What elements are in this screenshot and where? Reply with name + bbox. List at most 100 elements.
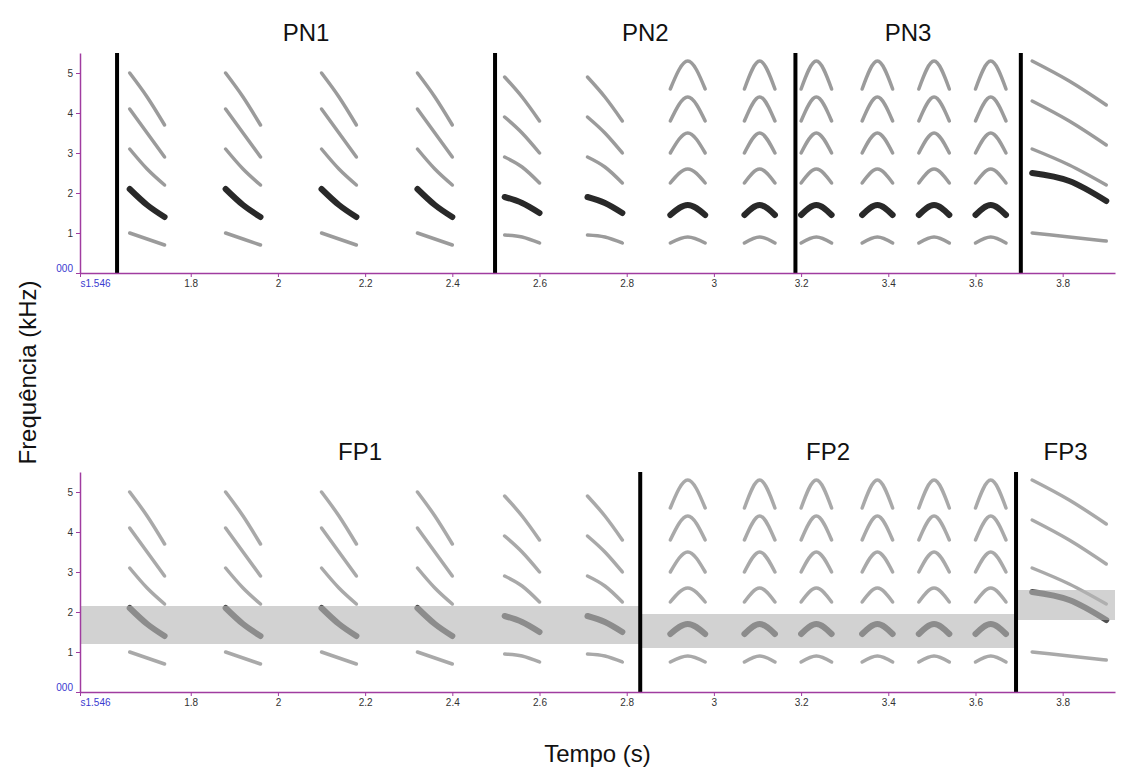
x-tick-label: 1.8 [184,278,198,289]
x-tick: 2.8 [620,692,634,708]
harmonic-contour [919,656,950,662]
x-tick: 2.6 [533,692,547,708]
x-tick: 1.8 [184,273,198,289]
harmonic-contour [505,197,540,213]
harmonic-contour [130,492,165,544]
harmonic-contour [670,133,705,153]
frequency-band [1016,590,1115,620]
x-tick-label: 2.6 [533,697,547,708]
harmonic-contour [505,536,540,572]
x-tick: 2.4 [446,692,460,708]
y-tick: 000 [56,682,80,693]
harmonic-contour [587,77,622,121]
x-tick-label: s1.546 [81,697,111,708]
segment-label: FP2 [806,438,850,465]
harmonic-contour [587,235,622,243]
harmonic-contour [744,588,775,602]
x-tick-mark [627,692,628,696]
harmonic-contour [975,237,1006,243]
harmonic-contour [130,568,165,604]
harmonic-contour [919,133,950,153]
x-tick-mark [191,273,192,277]
x-tick-mark [191,692,192,696]
x-tick: 3 [712,692,718,708]
harmonic-contour [505,117,540,153]
harmonic-contour [417,149,452,185]
harmonic-contour [322,149,357,185]
y-tick: 1 [67,647,80,658]
x-tick: 3.8 [1056,273,1070,289]
y-tick-label: 1 [67,228,73,239]
harmonic-contour [744,205,775,215]
x-tick-mark [801,692,802,696]
harmonic-contour [1032,149,1106,185]
harmonic-contour [670,480,705,508]
harmonic-contour [1032,101,1106,145]
x-tick-mark [365,273,366,277]
x-tick-label: 1.8 [184,697,198,708]
harmonic-contour [975,61,1006,89]
boundary-line [493,53,497,273]
harmonic-contour [919,97,950,121]
harmonic-contour [670,237,705,243]
harmonic-contour [862,656,893,662]
y-tick-label: 4 [67,108,73,119]
harmonic-contour [919,205,950,215]
harmonic-contour [744,97,775,121]
harmonic-contour [801,133,832,153]
harmonic-contour [226,568,261,604]
harmonic-contour [1032,652,1106,660]
harmonic-contour [975,588,1006,602]
y-tick-label: 000 [56,682,73,693]
y-tick-label: 4 [67,527,73,538]
harmonic-contour [670,656,705,662]
x-tick-label: 3.2 [795,697,809,708]
figure: s1.546 1.8 2 2.2 2.4 2.6 2.8 3 3.2 3.4 3.6 3.8 000 1 2… [0,0,1126,778]
harmonic-contour [670,169,705,183]
panel: s1.5461.822.22.42.62.833.23.43.63.800012… [56,438,1115,708]
harmonic-contour [801,588,832,602]
x-tick-mark [975,692,976,696]
plot-area [117,53,1106,273]
x-tick-mark [80,692,81,696]
x-tick-mark [888,273,889,277]
x-tick-mark [278,273,279,277]
x-tick-label: 3.6 [969,278,983,289]
x-tick: 3.4 [882,692,896,708]
x-tick-mark [278,692,279,696]
x-tick-label: 2 [276,278,282,289]
x-tick: 3.2 [795,273,809,289]
harmonic-contour [919,480,950,508]
y-tick-label: 3 [67,148,73,159]
y-tick: 3 [67,148,80,159]
harmonic-contour [801,516,832,540]
x-tick-mark [80,273,81,277]
boundary-line [638,472,642,692]
y-tick: 4 [67,527,80,538]
harmonic-contour [417,233,452,245]
y-tick-mark [76,113,80,114]
y-tick-mark [76,532,80,533]
y-tick-mark [76,692,80,693]
x-tick-label: 2 [276,697,282,708]
harmonic-contour [744,656,775,662]
harmonic-contour [322,568,357,604]
harmonic-contour [587,536,622,572]
harmonic-contour [919,552,950,572]
harmonic-contour [1032,233,1106,241]
x-tick-mark [801,273,802,277]
y-tick-mark [76,193,80,194]
x-tick-mark [540,273,541,277]
harmonic-contour [587,576,622,602]
harmonic-contour [1032,61,1106,105]
x-tick: 2 [276,692,282,708]
segment-label: FP1 [338,438,382,465]
x-tick-label: 2.2 [359,697,373,708]
x-tick: 2.8 [620,273,634,289]
x-tick-mark [540,692,541,696]
x-tick-mark [888,692,889,696]
x-tick-mark [1063,273,1064,277]
harmonic-contour [226,149,261,185]
harmonic-contour [505,496,540,540]
harmonic-contour [587,654,622,662]
